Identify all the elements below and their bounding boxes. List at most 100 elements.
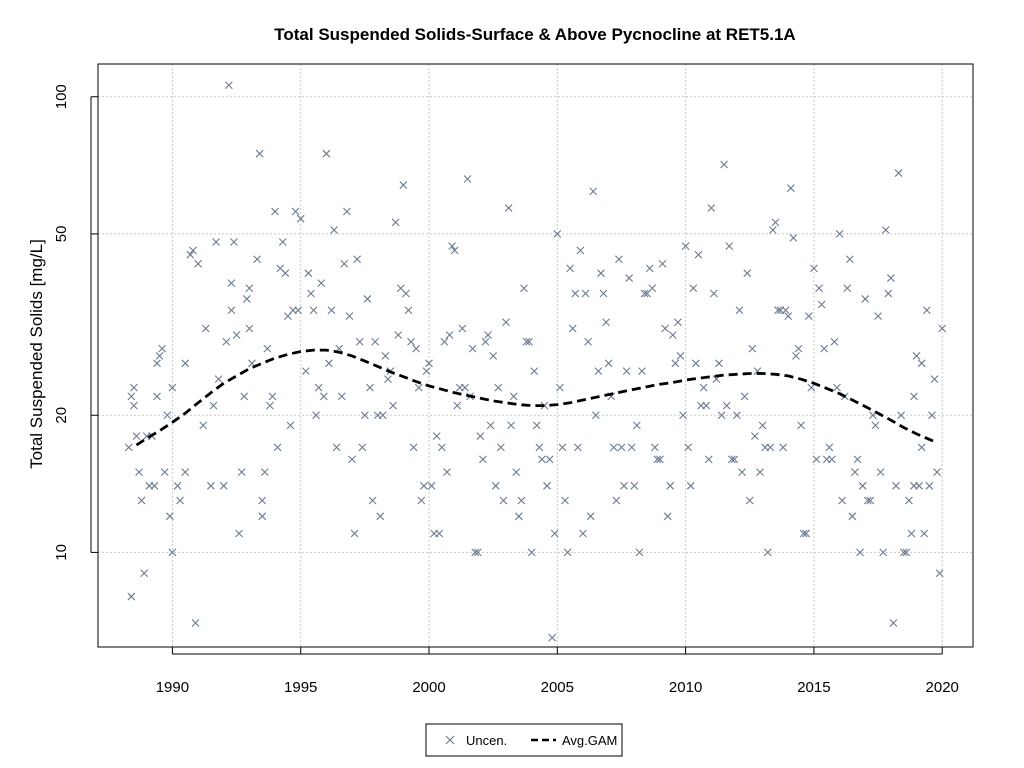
data-point <box>253 255 261 264</box>
data-point <box>917 359 926 368</box>
data-point <box>848 512 857 521</box>
data-point <box>792 351 800 360</box>
data-point <box>738 468 746 477</box>
data-point <box>509 392 518 401</box>
data-point <box>591 411 600 420</box>
data-point <box>740 392 749 401</box>
data-point <box>861 295 870 303</box>
data-point <box>730 455 739 464</box>
data-point <box>481 337 490 346</box>
data-point <box>391 218 400 227</box>
data-point <box>820 344 829 353</box>
data-point <box>538 455 546 464</box>
y-axis-label: Total Suspended Solids [mg/L] <box>27 239 46 469</box>
data-point <box>453 401 462 410</box>
data-point <box>468 344 477 353</box>
data-point <box>825 443 834 452</box>
data-point <box>340 259 349 268</box>
data-point <box>209 401 218 410</box>
data-point <box>630 481 639 490</box>
data-point <box>784 312 793 321</box>
data-point <box>507 421 516 430</box>
data-point <box>325 359 333 368</box>
data-point <box>296 214 305 223</box>
data-point <box>615 255 623 264</box>
data-point <box>327 306 336 315</box>
data-point <box>563 548 572 557</box>
x-tick-label: 2010 <box>669 679 702 696</box>
axes: 1990 1995 2000 2005 2010 2015 2020 10 20 50 100 <box>53 84 959 696</box>
data-point <box>530 367 539 375</box>
data-point <box>866 496 875 505</box>
data-point <box>584 337 592 346</box>
data-point <box>425 359 433 368</box>
data-point <box>674 318 682 327</box>
data-point <box>366 383 374 392</box>
data-point <box>694 250 703 259</box>
legend-label-uncen: Uncen. <box>466 733 507 748</box>
data-point <box>227 279 236 287</box>
data-point <box>756 468 764 477</box>
data-point <box>876 468 885 477</box>
data-point <box>874 312 882 321</box>
data-point <box>437 443 446 452</box>
data-point <box>230 238 238 246</box>
data-point <box>127 592 136 601</box>
data-point <box>797 421 805 430</box>
data-point <box>666 481 675 490</box>
data-point <box>255 149 264 158</box>
data-point <box>479 455 487 464</box>
data-point <box>135 468 143 477</box>
data-point <box>930 375 939 384</box>
data-point <box>258 512 267 521</box>
data-point <box>443 468 451 477</box>
data-point <box>317 279 326 287</box>
data-point <box>440 337 449 346</box>
data-point <box>717 411 726 420</box>
data-point <box>745 496 754 505</box>
data-point <box>748 344 757 353</box>
data-point <box>155 351 164 360</box>
data-point <box>881 226 890 234</box>
data-point <box>679 411 687 420</box>
data-point <box>545 455 554 464</box>
data-point <box>291 207 300 216</box>
data-point <box>912 351 921 360</box>
data-point <box>124 443 133 452</box>
data-point <box>766 443 775 452</box>
data-point <box>525 337 533 346</box>
data-point <box>684 443 693 452</box>
data-point <box>268 392 277 401</box>
data-point <box>322 149 331 158</box>
data-point <box>833 383 841 392</box>
y-tick-label: 20 <box>53 407 70 424</box>
legend-item-uncen: Uncen. <box>445 733 507 748</box>
data-point <box>691 359 700 368</box>
data-point <box>858 481 867 490</box>
data-point <box>751 432 759 440</box>
data-point <box>735 306 744 315</box>
data-point <box>676 351 685 360</box>
x-tick-label: 1990 <box>156 679 189 696</box>
data-point <box>450 246 459 255</box>
data-point <box>153 359 161 368</box>
data-point <box>635 548 644 557</box>
data-point <box>476 432 485 440</box>
data-point <box>661 324 669 333</box>
data-point <box>653 455 662 464</box>
data-point <box>856 548 864 557</box>
data-point <box>173 481 182 490</box>
data-point <box>768 226 777 234</box>
data-point <box>540 401 549 410</box>
data-point <box>627 443 636 452</box>
data-point <box>853 455 862 464</box>
data-point <box>781 306 790 315</box>
data-point <box>807 383 816 392</box>
data-point <box>165 512 174 521</box>
data-point <box>484 331 492 339</box>
legend-x-marker-icon <box>445 735 455 745</box>
plot-frame <box>97 63 974 648</box>
data-point <box>892 481 900 490</box>
data-point <box>389 401 397 410</box>
data-point <box>237 468 246 477</box>
